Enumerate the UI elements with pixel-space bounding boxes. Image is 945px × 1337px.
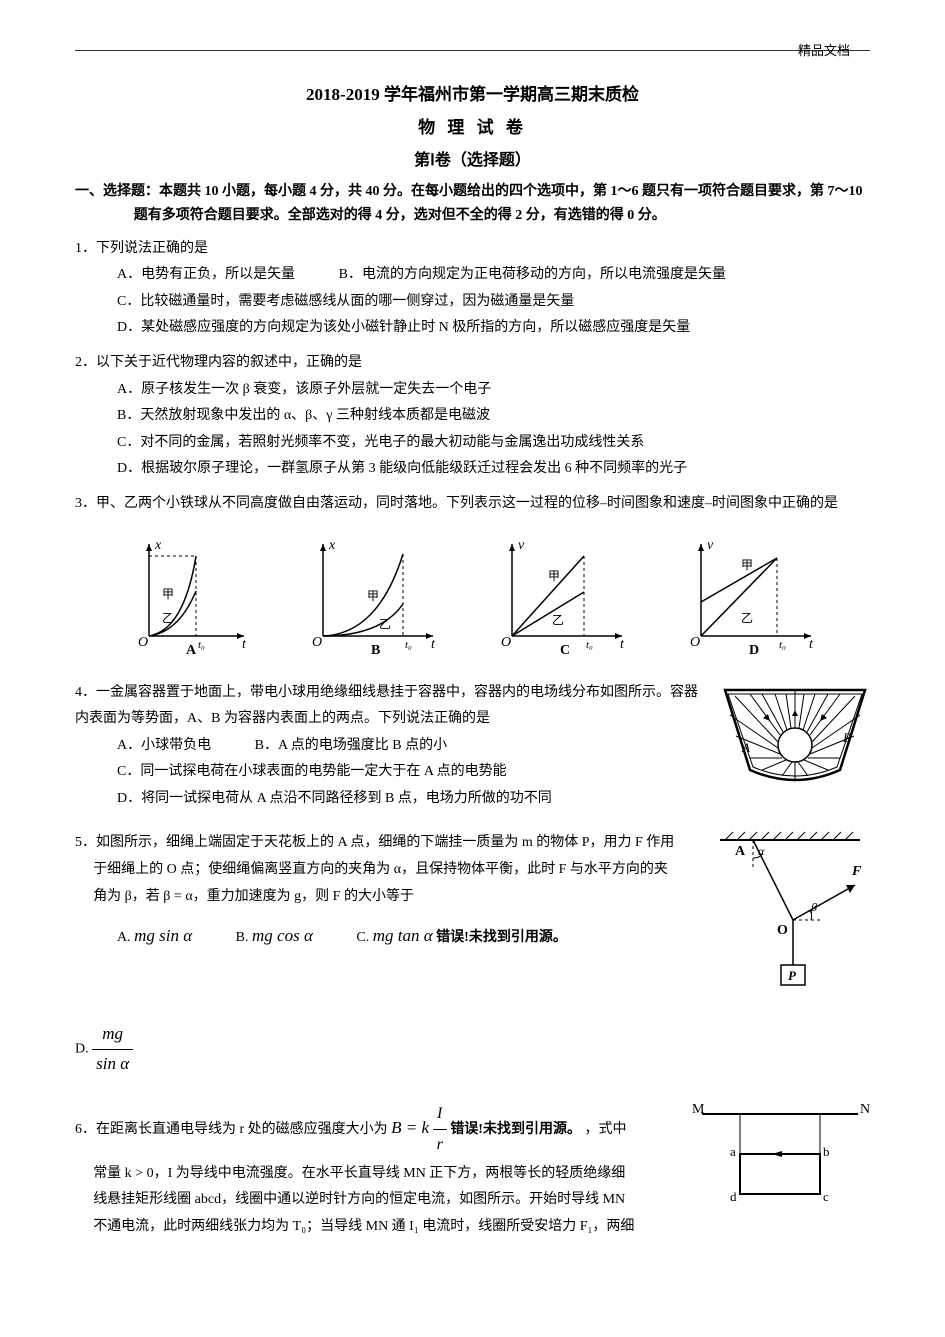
- t0-label: t₀: [198, 639, 205, 651]
- q5-option-c-label: C.: [356, 930, 369, 945]
- axis-t-label: t: [431, 637, 436, 652]
- curve-jia: 甲: [367, 589, 379, 603]
- header-divider: [75, 50, 870, 51]
- section-instruction: 一、选择题：本题共 10 小题，每小题 4 分，共 40 分。在每小题给出的四个…: [75, 180, 870, 228]
- q5-option-c-formula: mg tan α: [373, 926, 433, 945]
- q5-option-a-formula: mg sin α: [134, 926, 192, 945]
- t0-label: t₀: [586, 639, 593, 651]
- q5-label-p: P: [788, 968, 797, 983]
- q5-stem-1: 5．如图所示，细绳上端固定于天花板上的 A 点，细绳的下端挂一质量为 m 的物体…: [75, 830, 705, 857]
- q5-stem-2: 于细绳上的 O 点；使细绳偏离竖直方向的夹角为 α，且保持物体平衡，此时 F 与…: [75, 857, 705, 884]
- curve-yi: 乙: [552, 613, 564, 627]
- title-main: 2018-2019 学年福州市第一学期高三期末质检: [75, 81, 870, 110]
- q4-option-d: D．将同一试探电荷从 A 点沿不同路径移到 B 点，电场力所做的功不同: [75, 786, 710, 813]
- watermark-label: 精品文档: [798, 40, 850, 62]
- q2-option-b: B．天然放射现象中发出的 α、β、γ 三种射线本质都是电磁波: [75, 403, 870, 430]
- q4-label-b: B: [843, 730, 851, 745]
- t0-label: t₀: [779, 639, 786, 651]
- q4-label-a: A: [741, 740, 750, 755]
- q4-stem-1: 4．一金属容器置于地面上，带电小球用绝缘细线悬挂于容器中，容器内的电场线分布如图…: [75, 680, 710, 707]
- q6-error-text: 错误!未找到引用源。: [450, 1122, 581, 1137]
- q5-option-d-frac: mg sin α: [92, 1020, 133, 1079]
- q2-stem: 2．以下关于近代物理内容的叙述中，正确的是: [75, 350, 870, 377]
- q4-stem-2: 内表面为等势面，A、B 为容器内表面上的两点。下列说法正确的是: [75, 706, 710, 733]
- q4-figure: A B: [720, 680, 870, 801]
- q6-label-m: M: [692, 1102, 705, 1117]
- question-4: 4．一金属容器置于地面上，带电小球用绝缘细线悬挂于容器中，容器内的电场线分布如图…: [75, 680, 870, 813]
- q3-stem: 3．甲、乙两个小铁球从不同高度做自由落运动，同时落地。下列表示这一过程的位移–时…: [75, 491, 870, 518]
- q2-option-a: A．原子核发生一次 β 衰变，该原子外层就一定失去一个电子: [75, 377, 870, 404]
- q6-stem-2: 常量 k > 0，I 为导线中电流强度。在水平长直导线 MN 正下方，两根等长的…: [75, 1161, 680, 1188]
- q3-graph-c: v t O t₀ 甲 乙 C: [492, 536, 632, 656]
- origin-label: O: [690, 635, 700, 650]
- q5-stem-3: 角为 β，若 β = α，重力加速度为 g，则 F 的大小等于: [75, 884, 705, 911]
- origin-label: O: [312, 635, 322, 650]
- q1-option-a: A．电势有正负，所以是矢量: [117, 267, 295, 282]
- q5-option-d: D. mg sin α: [75, 1020, 870, 1079]
- curve-jia: 甲: [162, 587, 174, 601]
- graph-label-b: B: [371, 643, 380, 656]
- q2-option-d: D．根据玻尔原子理论，一群氢原子从第 3 能级向低能级跃迁过程会发出 6 种不同…: [75, 456, 870, 483]
- q3-graph-a: x t O t₀ 甲 乙 A: [124, 536, 254, 656]
- q6-label-n: N: [860, 1102, 870, 1117]
- graph-label-d: D: [749, 643, 759, 656]
- q6-label-a: a: [730, 1144, 736, 1159]
- q5-beta: β: [810, 900, 817, 914]
- q6-stem-1: 6．在距离长直通电导线为 r 处的磁感应强度大小为 B = k I r 错误!未…: [75, 1099, 680, 1161]
- origin-label: O: [138, 635, 148, 650]
- q5-label-o: O: [777, 923, 788, 938]
- origin-label: O: [501, 635, 511, 650]
- q6-label-d: d: [730, 1189, 737, 1204]
- axis-x-label: x: [328, 538, 336, 553]
- axis-t-label: t: [620, 637, 625, 652]
- curve-yi: 乙: [162, 611, 174, 625]
- question-3: 3．甲、乙两个小铁球从不同高度做自由落运动，同时落地。下列表示这一过程的位移–时…: [75, 491, 870, 656]
- curve-yi: 乙: [741, 611, 753, 625]
- q6-figure: M N a b c d: [690, 1099, 870, 1220]
- question-1: 1．下列说法正确的是 A．电势有正负，所以是矢量 B．电流的方向规定为正电荷移动…: [75, 236, 870, 342]
- curve-yi: 乙: [379, 617, 391, 631]
- q3-graph-b: x t O t₀ 甲 乙 B: [303, 536, 443, 656]
- q5-option-d-label: D.: [75, 1042, 89, 1057]
- title-sub: 物 理 试 卷: [75, 114, 870, 143]
- axis-v-label: v: [707, 538, 714, 553]
- curve-jia: 甲: [741, 558, 753, 572]
- question-5: 5．如图所示，细绳上端固定于天花板上的 A 点，细绳的下端挂一质量为 m 的物体…: [75, 830, 870, 1006]
- axis-t-label: t: [809, 637, 814, 652]
- q5-label-f: F: [851, 864, 862, 879]
- q2-option-c: C．对不同的金属，若照射光频率不变，光电子的最大初动能与金属逸出功成线性关系: [75, 430, 870, 457]
- q5-error-text: 错误!未找到引用源。: [436, 930, 567, 945]
- q3-graph-d: v t O t₀ 甲 乙 D: [681, 536, 821, 656]
- q4-option-a: A．小球带负电: [117, 738, 211, 753]
- axis-x-label: x: [154, 538, 162, 553]
- q5-option-a-label: A.: [117, 930, 131, 945]
- q5-option-b-formula: mg cos α: [252, 926, 313, 945]
- q5-label-a: A: [735, 844, 746, 859]
- question-2: 2．以下关于近代物理内容的叙述中，正确的是 A．原子核发生一次 β 衰变，该原子…: [75, 350, 870, 483]
- axis-t-label: t: [242, 637, 247, 652]
- q6-stem-3: 线悬挂矩形线圈 abcd，线圈中通以逆时针方向的恒定电流，如图所示。开始时导线 …: [75, 1187, 680, 1214]
- q1-option-b: B．电流的方向规定为正电荷移动的方向，所以电流强度是矢量: [339, 267, 726, 282]
- q6-stem-4: 不通电流，此时两细线张力均为 T₀；当导线 MN 通 I₁ 电流时，线圈所受安培…: [75, 1214, 680, 1241]
- q1-stem: 1．下列说法正确的是: [75, 236, 870, 263]
- q5-option-b-label: B.: [236, 930, 249, 945]
- q1-option-c: C．比较磁通量时，需要考虑磁感线从面的哪一侧穿过，因为磁通量是矢量: [75, 289, 870, 316]
- q5-alpha: α: [758, 844, 765, 858]
- q6-label-b: b: [823, 1144, 830, 1159]
- axis-v-label: v: [518, 538, 525, 553]
- graph-label-c: C: [560, 643, 570, 656]
- q4-option-c: C．同一试探电荷在小球表面的电势能一定大于在 A 点的电势能: [75, 759, 710, 786]
- q3-figure-row: x t O t₀ 甲 乙 A x t O t₀ 甲 乙 B: [75, 536, 870, 656]
- q4-option-b: B．A 点的电场强度比 B 点的小: [255, 738, 448, 753]
- graph-label-a: A: [186, 643, 197, 656]
- question-6: 6．在距离长直通电导线为 r 处的磁感应强度大小为 B = k I r 错误!未…: [75, 1099, 870, 1241]
- q6-label-c: c: [823, 1189, 829, 1204]
- q1-option-d: D．某处磁感应强度的方向规定为该处小磁针静止时 N 极所指的方向，所以磁感应强度…: [75, 315, 870, 342]
- t0-label: t₀: [405, 639, 412, 651]
- q5-figure: α A β O F P: [715, 830, 870, 1006]
- title-part: 第Ⅰ卷（选择题）: [75, 147, 870, 174]
- curve-jia: 甲: [548, 569, 560, 583]
